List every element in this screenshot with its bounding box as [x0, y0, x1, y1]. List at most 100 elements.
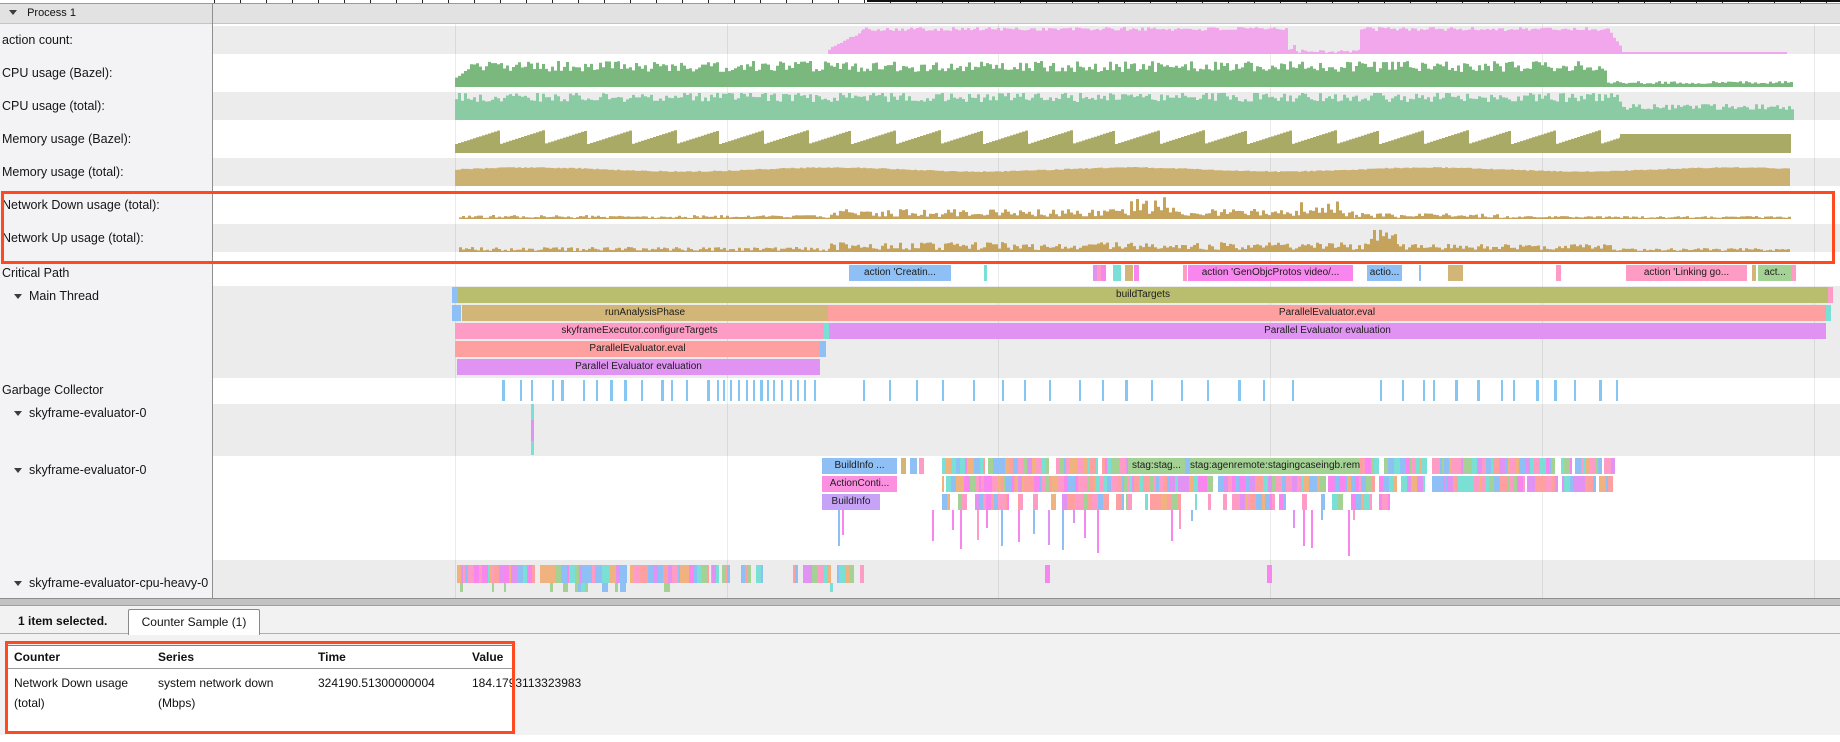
trace-slice[interactable]	[1064, 458, 1066, 474]
col-header-time[interactable]: Time	[318, 650, 346, 664]
trace-slice[interactable]	[951, 476, 956, 492]
trace-slice[interactable]	[468, 565, 470, 583]
trace-slice[interactable]	[1434, 458, 1440, 474]
trace-slice[interactable]	[979, 476, 981, 492]
trace-slice[interactable]	[705, 565, 707, 583]
trace-slice[interactable]	[981, 476, 984, 492]
trace-slice[interactable]	[672, 565, 678, 583]
trace-slice[interactable]	[575, 583, 578, 592]
trace-slice[interactable]	[581, 583, 585, 592]
trace-slice[interactable]	[1486, 458, 1491, 474]
gc-event-tick[interactable]	[1574, 380, 1576, 401]
trace-slice[interactable]	[997, 476, 1001, 492]
trace-slice[interactable]	[1412, 458, 1416, 474]
trace-slice[interactable]	[1041, 458, 1046, 474]
trace-slice[interactable]	[1364, 494, 1370, 510]
trace-slice[interactable]	[1566, 476, 1570, 492]
trace-slice[interactable]	[1549, 458, 1551, 474]
trace-slice[interactable]	[1302, 476, 1304, 492]
trace-slice[interactable]	[1128, 494, 1132, 510]
trace-slice[interactable]	[1432, 458, 1434, 474]
trace-slice[interactable]	[474, 565, 479, 583]
trace-slice[interactable]	[1356, 494, 1361, 510]
trace-slice[interactable]	[1410, 458, 1412, 474]
trace-slice[interactable]	[1096, 476, 1100, 492]
trace-slice[interactable]	[1499, 458, 1505, 474]
gc-event-tick[interactable]	[790, 380, 792, 401]
trace-slice[interactable]	[1552, 476, 1555, 492]
trace-slice[interactable]	[1223, 494, 1227, 510]
collapse-arrow-icon[interactable]	[9, 10, 17, 15]
trace-slice[interactable]	[1098, 494, 1100, 510]
trace-slice[interactable]	[976, 476, 979, 492]
trace-slice[interactable]	[984, 476, 989, 492]
gc-event-tick[interactable]	[624, 380, 627, 401]
trace-slice[interactable]	[1583, 458, 1585, 474]
trace-slice[interactable]	[1608, 476, 1613, 492]
trace-slice[interactable]: ParallelEvaluator.eval	[828, 305, 1826, 321]
trace-slice[interactable]	[1485, 476, 1489, 492]
trace-slice[interactable]	[1573, 476, 1579, 492]
trace-slice[interactable]	[1607, 458, 1611, 474]
gc-event-tick[interactable]	[1151, 380, 1153, 401]
trace-slice[interactable]	[599, 565, 602, 583]
trace-slice[interactable]	[1416, 458, 1419, 474]
trace-slice[interactable]	[712, 565, 716, 583]
gc-event-tick[interactable]	[863, 380, 865, 401]
trace-slice[interactable]	[540, 565, 543, 583]
trace-slice[interactable]	[793, 565, 795, 583]
trace-slice[interactable]	[1351, 476, 1355, 492]
trace-slice[interactable]	[1603, 476, 1606, 492]
trace-slice[interactable]	[1321, 494, 1325, 510]
trace-slice[interactable]	[1422, 458, 1427, 474]
gc-event-tick[interactable]	[1002, 380, 1004, 401]
gc-event-tick[interactable]	[1554, 380, 1557, 401]
trace-slice[interactable]	[1468, 476, 1474, 492]
trace-slice[interactable]	[1272, 476, 1276, 492]
trace-slice[interactable]	[993, 458, 997, 474]
trace-slice[interactable]	[983, 458, 985, 474]
trace-slice[interactable]	[1172, 494, 1178, 510]
trace-slice[interactable]	[1009, 458, 1013, 474]
trace-slice[interactable]	[1317, 476, 1320, 492]
gc-event-tick[interactable]	[1536, 380, 1539, 401]
sidebar-item-thread[interactable]: Main Thread	[14, 289, 99, 303]
trace-slice[interactable]	[1461, 458, 1463, 474]
trace-slice[interactable]	[1084, 494, 1087, 510]
trace-slice[interactable]	[1159, 476, 1164, 492]
gc-event-tick[interactable]	[1513, 380, 1515, 401]
trace-slice[interactable]	[1239, 476, 1245, 492]
trace-slice[interactable]	[1084, 476, 1087, 492]
trace-slice[interactable]	[1018, 476, 1022, 492]
trace-slice[interactable]	[1075, 476, 1078, 492]
trace-slice[interactable]	[579, 565, 582, 583]
gc-event-tick[interactable]	[773, 380, 775, 401]
gc-event-tick[interactable]	[671, 380, 673, 401]
trace-slice[interactable]	[509, 565, 511, 583]
trace-slice[interactable]	[1389, 476, 1393, 492]
trace-slice[interactable]	[1355, 476, 1359, 492]
trace-slice[interactable]	[511, 565, 514, 583]
trace-slice[interactable]	[824, 565, 827, 583]
trace-slice[interactable]	[452, 287, 458, 303]
trace-slice[interactable]	[960, 458, 965, 474]
trace-slice[interactable]	[1351, 494, 1356, 510]
trace-slice[interactable]	[942, 458, 946, 474]
trace-slice[interactable]	[1195, 494, 1197, 510]
trace-slice[interactable]	[1056, 458, 1060, 474]
trace-slice[interactable]	[1379, 494, 1382, 510]
trace-slice[interactable]	[602, 583, 608, 592]
trace-slice[interactable]	[1393, 476, 1397, 492]
trace-slice[interactable]	[1096, 458, 1098, 474]
trace-slice[interactable]	[1564, 476, 1566, 492]
trace-slice[interactable]	[1018, 458, 1023, 474]
col-header-value[interactable]: Value	[472, 650, 504, 664]
trace-slice[interactable]	[1516, 458, 1519, 474]
trace-slice[interactable]	[1489, 476, 1494, 492]
collapse-arrow-icon[interactable]	[14, 411, 22, 416]
gc-event-tick[interactable]	[1024, 380, 1026, 401]
trace-slice[interactable]	[1279, 476, 1282, 492]
trace-slice[interactable]	[1100, 494, 1103, 510]
trace-slice[interactable]	[1374, 458, 1379, 474]
trace-slice[interactable]	[1207, 476, 1213, 492]
